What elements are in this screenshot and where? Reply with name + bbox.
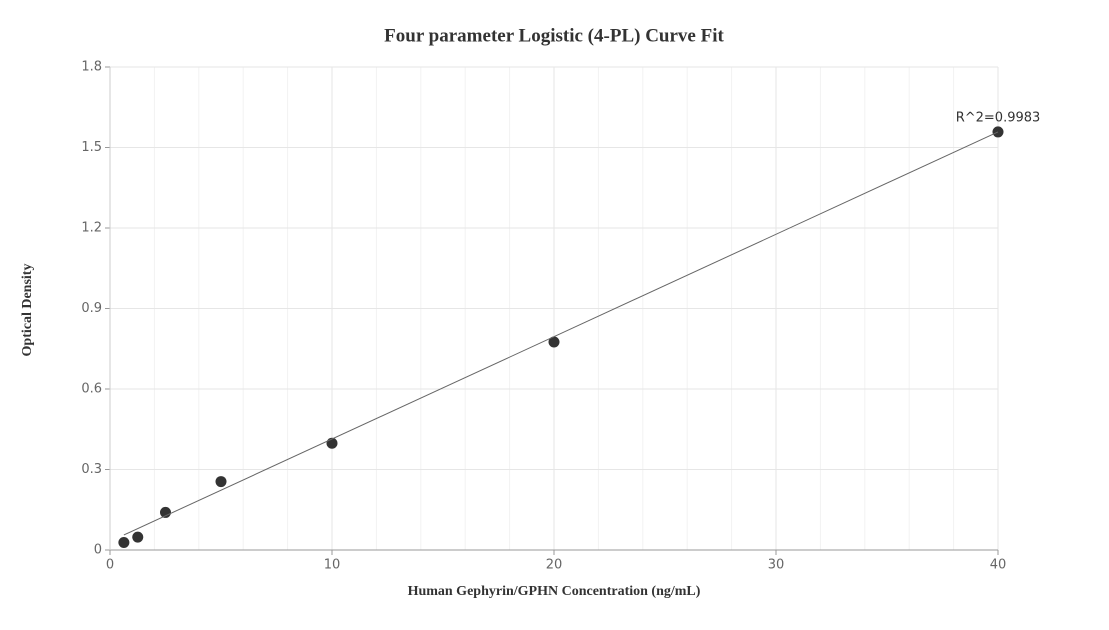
x-tick-label: 40	[990, 558, 1007, 573]
y-tick-label: 0.9	[81, 301, 102, 316]
data-point	[215, 476, 227, 488]
fit-line	[123, 131, 999, 536]
x-tick-label: 20	[546, 558, 563, 573]
y-tick-label: 1.5	[81, 140, 102, 155]
y-tick-label: 0.3	[81, 462, 102, 477]
y-tick-label: 0.6	[81, 382, 102, 397]
x-tick-label: 10	[324, 558, 341, 573]
data-point	[160, 506, 171, 518]
x-tick-label: 30	[768, 558, 785, 573]
annotation: R^2=0.9983	[956, 110, 1041, 125]
y-tick-label: 0	[94, 543, 102, 558]
x-tick-label: 0	[106, 558, 114, 573]
y-tick-label: 1.2	[81, 221, 102, 236]
data-point	[118, 536, 130, 548]
chart-title: Four parameter Logistic (4-PL) Curve Fit	[384, 25, 724, 46]
data-point	[132, 531, 144, 543]
y-tick-label: 1.8	[81, 60, 102, 75]
data-point	[548, 336, 560, 348]
x-axis-label: Human Gephyrin/GPHN Concentration (ng/mL…	[408, 584, 701, 599]
y-axis-label: Optical Density	[20, 264, 35, 357]
